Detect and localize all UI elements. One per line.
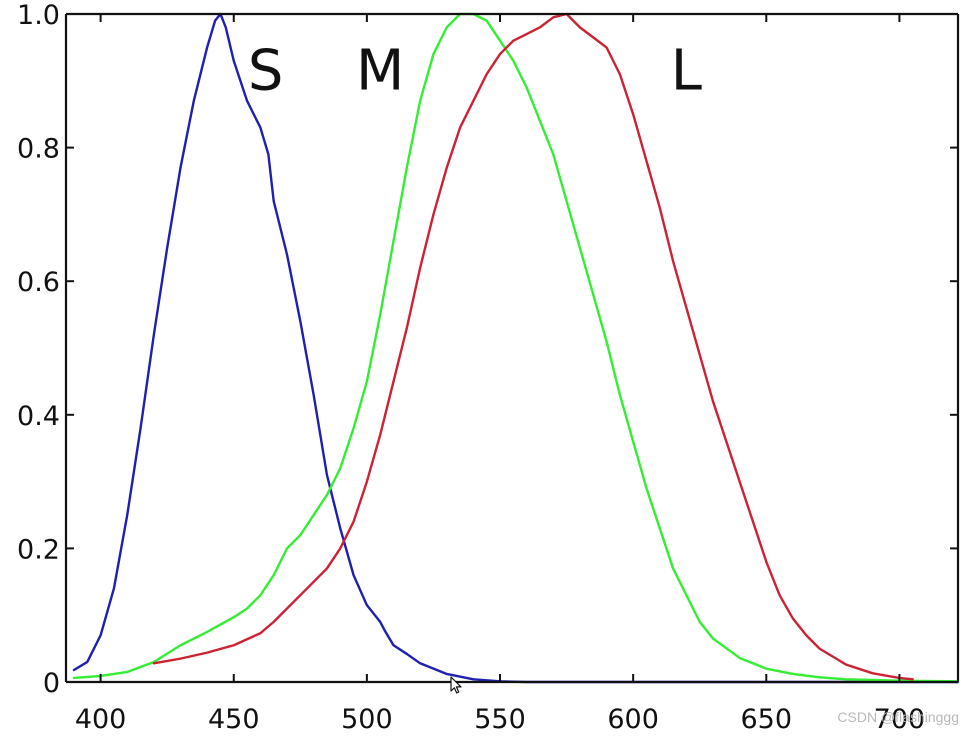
mouse-cursor-icon — [450, 676, 462, 694]
x-tick-label: 550 — [474, 704, 526, 735]
plot-area — [66, 14, 958, 682]
x-tick-label: 500 — [341, 704, 393, 735]
series-line-m — [72, 12, 960, 683]
x-tick-label: 450 — [208, 704, 260, 735]
y-tick-label: 0.8 — [17, 134, 60, 165]
csdn-watermark: CSDN @flashinggg — [837, 709, 959, 725]
x-tick-label: 600 — [607, 704, 659, 735]
x-tick-label: 700 — [874, 704, 926, 735]
curve-label-s: S — [248, 38, 284, 103]
y-tick-label: 1.0 — [17, 0, 60, 31]
y-tick-label: 0.6 — [17, 267, 60, 298]
x-tick-label: 650 — [741, 704, 793, 735]
y-tick-label: 0.2 — [17, 534, 60, 565]
curve-label-m: M — [356, 38, 404, 103]
curves-group — [72, 12, 960, 684]
curve-label-l: L — [671, 38, 702, 103]
y-tick-label: 0.4 — [17, 401, 60, 432]
axes-group — [64, 12, 960, 684]
y-tick-label: 0 — [43, 668, 60, 699]
series-line-l — [152, 12, 914, 681]
ticks-group: 400 450 500 550 600 650 700 0 0.2 0.4 0.6 0.8 1.0 — [17, 0, 958, 735]
x-tick-label: 400 — [75, 704, 127, 735]
series-line-s — [72, 12, 960, 684]
